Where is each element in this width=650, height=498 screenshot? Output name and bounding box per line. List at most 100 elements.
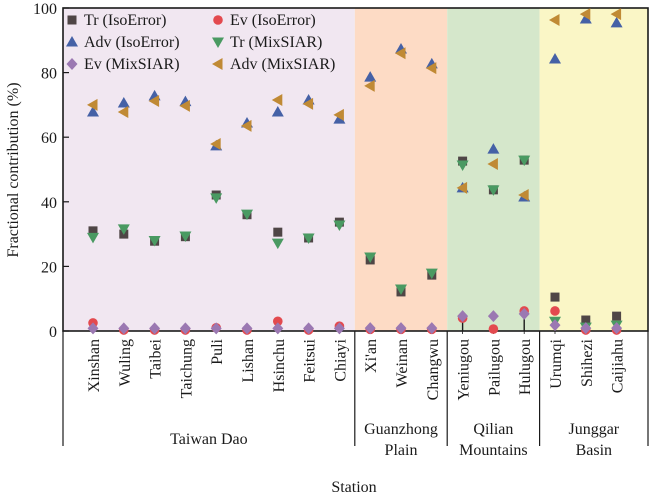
data-point [117, 96, 130, 108]
data-point [179, 231, 192, 243]
data-point [549, 319, 561, 332]
x-tick-label: Pailugou [486, 339, 503, 396]
data-point [612, 311, 622, 321]
data-point [179, 99, 190, 112]
x-tick-label: Caijiahu [610, 339, 627, 393]
data-point [149, 322, 161, 335]
legend-item: Ev (MixSIAR) [66, 56, 180, 73]
data-point [364, 71, 377, 82]
data-point [425, 268, 438, 280]
x-tick-label: Hulugou [517, 339, 534, 395]
x-tick-label: Urumqi [548, 338, 565, 388]
data-point [487, 158, 498, 171]
x-tick-label: Lishan [240, 339, 257, 383]
data-point [87, 322, 99, 335]
region-label: Qilian [473, 421, 513, 438]
data-point [549, 53, 561, 64]
data-point [210, 193, 223, 204]
data-markers [87, 8, 623, 335]
region-background-2 [447, 8, 540, 331]
y-tick-label: 20 [41, 259, 57, 276]
data-point [579, 8, 591, 21]
data-point [88, 226, 98, 236]
series-tr-mixsiar [87, 155, 623, 334]
data-point [210, 322, 222, 335]
legend-marker [66, 58, 78, 70]
region-background-0 [63, 8, 355, 331]
data-point [457, 310, 469, 323]
data-point [364, 252, 377, 264]
legend: Tr (IsoError) Adv (IsoError) Ev (MixSIAR) E… [66, 12, 335, 73]
data-point [179, 322, 191, 335]
data-point [118, 322, 130, 335]
data-point [303, 322, 315, 335]
legend-label: Ev (MixSIAR) [84, 56, 180, 73]
plot-frame [62, 7, 649, 332]
data-point [395, 322, 407, 335]
data-point [148, 236, 161, 247]
legend-marker [67, 15, 77, 25]
x-tick-label: Weinan [394, 339, 411, 387]
region-label: Taiwan Dao [170, 431, 248, 448]
data-point [456, 181, 468, 194]
x-tick-label: Puli [209, 338, 226, 364]
data-point [87, 106, 99, 117]
data-point [273, 316, 283, 327]
data-point [241, 209, 253, 221]
series-adv-mixsiar [87, 8, 622, 202]
data-point [333, 113, 346, 124]
y-tick-label: 60 [41, 130, 57, 147]
x-tick-label: Shihezi [579, 338, 596, 387]
data-point [395, 47, 406, 60]
y-tick-label: 100 [33, 1, 57, 18]
data-point [364, 79, 375, 92]
data-point [550, 292, 560, 302]
x-tick-label: Chiayi [332, 338, 349, 381]
region-label: Plain [385, 442, 418, 459]
data-point [611, 322, 623, 335]
y-tick-label: 40 [41, 195, 57, 212]
data-point [487, 143, 500, 154]
legend-marker [66, 36, 78, 47]
region-label: Basin [576, 442, 612, 459]
legend-item: Adv (MixSIAR) [212, 56, 335, 73]
legend-label: Adv (IsoError) [84, 34, 180, 51]
y-axis-label: Fractional contribution (%) [5, 82, 22, 257]
x-tick-label: Xi'an [363, 339, 380, 373]
data-point [581, 315, 591, 325]
data-point [271, 106, 284, 117]
x-tick-label: Xinshan [86, 339, 103, 392]
x-tick-label: Feitsui [302, 338, 319, 382]
x-tick-label: Yeniugou [456, 339, 473, 401]
data-point [241, 322, 253, 335]
axes: 0 20 40 60 80 100 Xinshan Wuling Taibei Taichung P… [33, 1, 649, 459]
data-point [487, 185, 500, 196]
y-tick-label: 0 [49, 324, 57, 341]
legend-marker [213, 15, 223, 25]
data-point [148, 95, 160, 108]
data-point [87, 98, 98, 111]
data-point [610, 16, 623, 28]
legend-item: Tr (MixSIAR) [212, 34, 322, 51]
data-point [333, 220, 346, 232]
data-point [333, 322, 345, 335]
x-axis-label: Station [331, 479, 376, 496]
data-point [518, 189, 529, 202]
data-point [87, 232, 99, 244]
data-point [271, 238, 284, 250]
y-tick-label: 80 [41, 66, 57, 83]
data-point [550, 306, 560, 316]
legend-item: Tr (IsoError) [67, 12, 167, 29]
data-point [117, 106, 129, 119]
data-point [210, 137, 221, 150]
legend-label: Tr (MixSIAR) [230, 34, 322, 51]
legend-marker [212, 37, 224, 48]
data-point [364, 322, 376, 335]
x-tick-label: Hsinchu [271, 339, 288, 392]
data-point [487, 310, 499, 323]
legend-label: Adv (MixSIAR) [230, 56, 335, 73]
data-point [518, 307, 530, 320]
x-tick-label: Taichung [178, 339, 195, 398]
data-point [272, 322, 284, 335]
